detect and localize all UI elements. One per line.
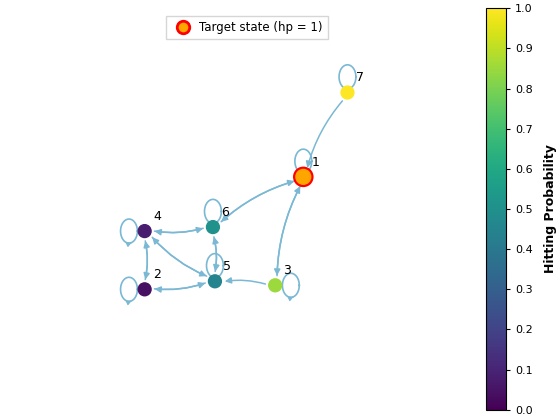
Circle shape — [138, 225, 151, 238]
Circle shape — [207, 220, 220, 234]
Text: 3: 3 — [283, 264, 291, 277]
Text: 2: 2 — [153, 268, 161, 281]
Circle shape — [138, 283, 151, 296]
Circle shape — [293, 167, 314, 187]
Text: 5: 5 — [223, 260, 231, 273]
Circle shape — [296, 170, 311, 184]
Text: 4: 4 — [153, 210, 161, 223]
Legend: Target state (hp = 1): Target state (hp = 1) — [166, 16, 328, 39]
Y-axis label: Hitting Probability: Hitting Probability — [544, 144, 557, 273]
Circle shape — [208, 275, 221, 288]
Text: 7: 7 — [356, 71, 364, 84]
Circle shape — [341, 86, 354, 99]
Text: 6: 6 — [221, 206, 229, 219]
Circle shape — [269, 279, 282, 292]
Text: 1: 1 — [312, 155, 320, 168]
